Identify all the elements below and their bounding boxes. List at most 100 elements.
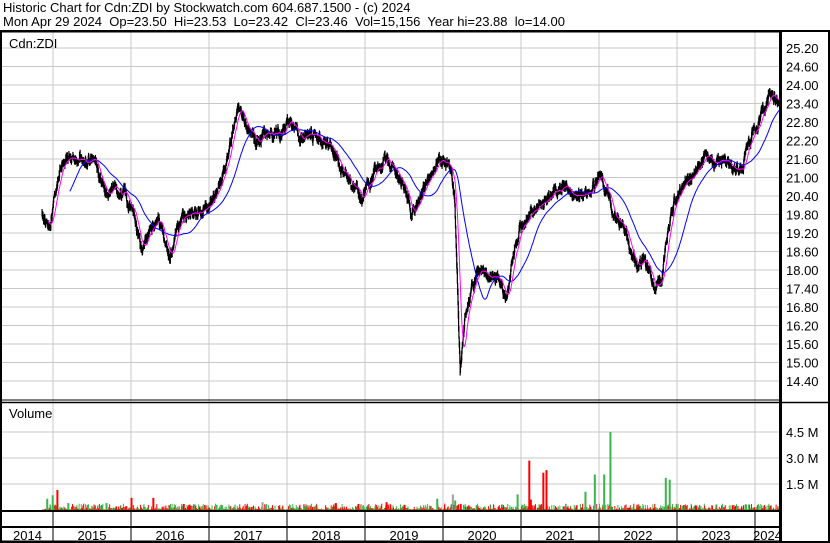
volume-bar [176, 506, 178, 510]
volume-bar [697, 506, 699, 510]
volume-bar [474, 508, 476, 510]
volume-bar [123, 507, 125, 510]
volume-bar [720, 508, 722, 510]
volume-bar [274, 505, 276, 510]
volume-bar [321, 508, 323, 510]
volume-bar [573, 504, 575, 510]
volume-bar [342, 507, 344, 510]
volume-bar [327, 507, 329, 510]
volume-bar [145, 509, 147, 510]
volume-bar [260, 509, 262, 510]
volume-bar [267, 505, 269, 510]
volume-bar [352, 508, 354, 510]
volume-bar [477, 503, 479, 510]
volume-bar [229, 509, 231, 510]
volume-bar [756, 506, 758, 510]
volume-bar [487, 506, 489, 510]
volume-bar [401, 506, 403, 510]
volume-bar [745, 504, 747, 510]
volume-bar [494, 508, 496, 510]
volume-bar [419, 505, 421, 510]
volume-bar [186, 505, 188, 510]
volume-bar [565, 503, 567, 510]
volume-bar [761, 508, 763, 510]
volume-bar [174, 507, 176, 510]
volume-bar [330, 508, 332, 510]
volume-spike-bar [459, 503, 462, 510]
volume-spike-bar [130, 497, 133, 510]
volume-bar [420, 507, 422, 510]
volume-spike-bar [593, 474, 596, 510]
volume-bar [447, 507, 449, 510]
volume-bar [59, 507, 61, 510]
volume-spike-bar [528, 460, 531, 510]
volume-bar [532, 505, 534, 510]
close-tick [271, 129, 273, 131]
volume-bar [501, 507, 503, 510]
volume-bar [476, 509, 478, 510]
volume-bar [548, 506, 550, 510]
volume-bar [191, 505, 193, 510]
volume-bar [704, 508, 706, 510]
volume-bar [282, 507, 284, 510]
volume-bar [663, 506, 665, 510]
volume-bar [272, 505, 274, 510]
volume-bar [202, 506, 204, 510]
volume-bar [181, 506, 183, 510]
volume-bar [507, 503, 509, 510]
volume-bar [705, 509, 707, 510]
volume-bar [389, 503, 391, 510]
volume-bar [624, 505, 626, 510]
volume-bar [778, 508, 780, 510]
volume-bar [493, 507, 495, 510]
volume-bar [117, 506, 119, 510]
volume-bar [306, 504, 308, 510]
volume-bar [772, 508, 774, 510]
volume-bar [737, 505, 739, 510]
volume-bar [116, 506, 118, 510]
volume-bar [86, 507, 88, 510]
volume-bar [630, 507, 632, 510]
volume-bar [73, 505, 75, 510]
volume-bar [467, 506, 469, 510]
close-tick [200, 209, 202, 211]
chart-title: Historic Chart for Cdn:ZDI by Stockwatch… [3, 0, 411, 15]
volume-bar [756, 505, 758, 510]
volume-bar [375, 504, 377, 510]
volume-bar [48, 507, 50, 510]
volume-bar [310, 505, 312, 510]
volume-bar [751, 507, 753, 510]
volume-bar [238, 508, 240, 510]
volume-bar [614, 507, 616, 510]
volume-bar [685, 505, 687, 510]
volume-bar [125, 506, 127, 510]
volume-bar [637, 508, 639, 510]
volume-bar [625, 508, 627, 510]
volume-bar [478, 508, 480, 510]
volume-bar [618, 507, 620, 510]
volume-bar [72, 504, 74, 510]
volume-bar [235, 509, 237, 510]
volume-bar [369, 506, 371, 510]
volume-spike-bar [668, 479, 671, 510]
volume-bar [423, 509, 425, 510]
volume-bar [340, 507, 342, 510]
volume-bar [725, 509, 727, 510]
volume-bar [447, 506, 449, 510]
volume-bar [698, 508, 700, 510]
volume-spike-bar [67, 503, 70, 510]
volume-bar [237, 507, 239, 510]
volume-bar [290, 507, 292, 510]
volume-bar [499, 508, 501, 510]
volume-bar [471, 507, 473, 510]
volume-bar [148, 508, 150, 510]
volume-bar [551, 505, 553, 510]
volume-bar [272, 508, 274, 510]
volume-bar [753, 507, 755, 510]
volume-bar [612, 507, 614, 510]
volume-bar [168, 506, 170, 510]
volume-spike-bar [261, 502, 264, 510]
volume-bar [126, 506, 128, 510]
volume-bar [626, 507, 628, 510]
volume-bar [716, 504, 718, 510]
